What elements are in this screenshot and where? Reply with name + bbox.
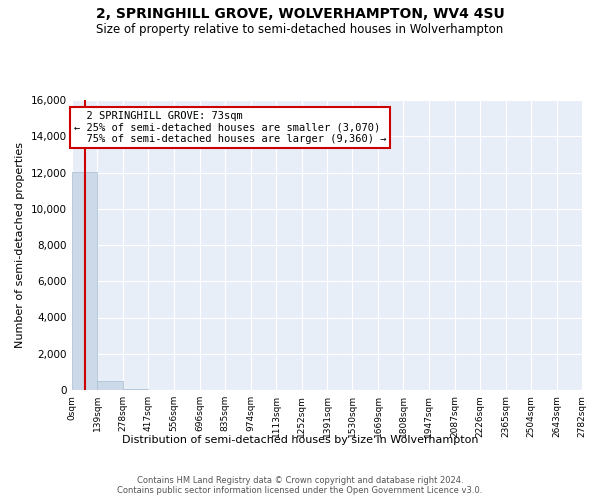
Text: Size of property relative to semi-detached houses in Wolverhampton: Size of property relative to semi-detach… [97,22,503,36]
Bar [97,382,123,390]
Text: Contains HM Land Registry data © Crown copyright and database right 2024.
Contai: Contains HM Land Registry data © Crown c… [118,476,482,495]
Text: 2, SPRINGHILL GROVE, WOLVERHAMPTON, WV4 4SU: 2, SPRINGHILL GROVE, WOLVERHAMPTON, WV4 … [95,8,505,22]
Bar [72,172,97,390]
Bar [123,389,148,390]
Text: 2 SPRINGHILL GROVE: 73sqm  
← 25% of semi-detached houses are smaller (3,070)
  : 2 SPRINGHILL GROVE: 73sqm ← 25% of semi-… [74,111,386,144]
Text: Distribution of semi-detached houses by size in Wolverhampton: Distribution of semi-detached houses by … [122,435,478,445]
Y-axis label: Number of semi-detached properties: Number of semi-detached properties [16,142,25,348]
